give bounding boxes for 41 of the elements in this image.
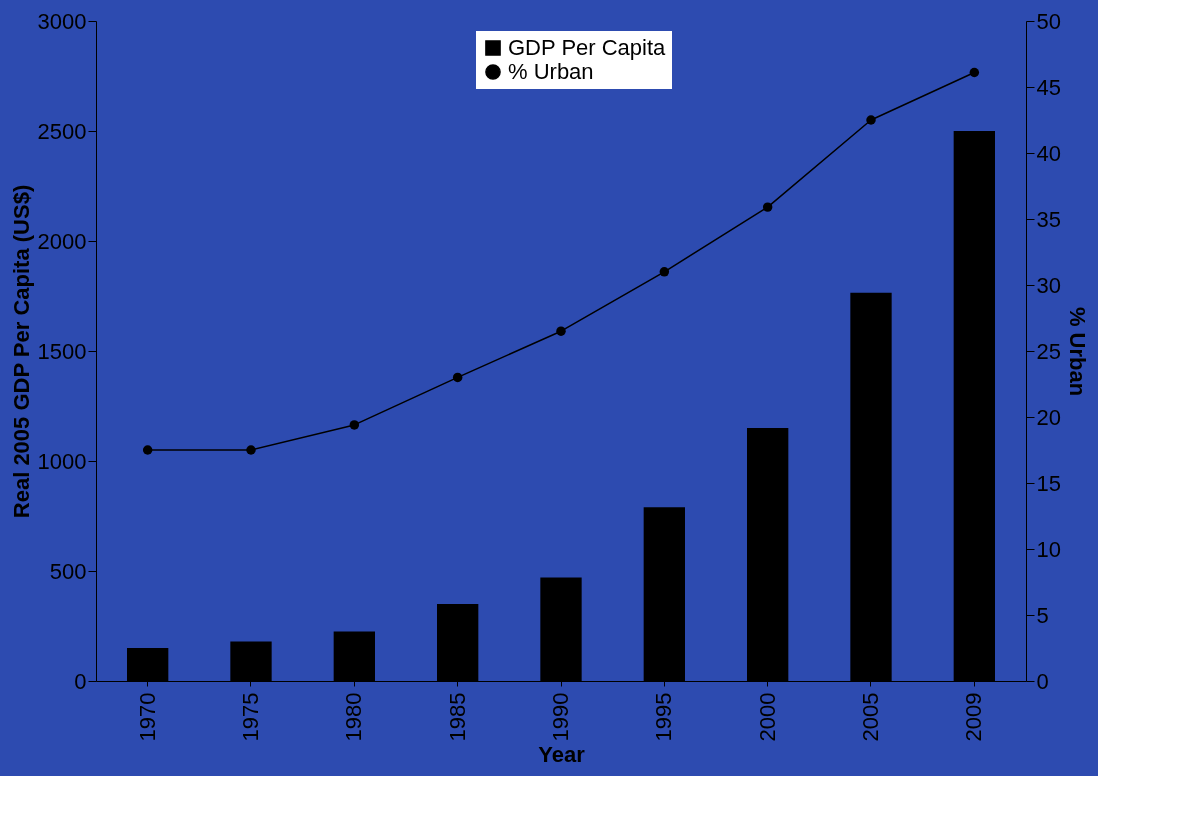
y2-tick-label: 5 (1036, 602, 1049, 628)
y2-tick-label: 45 (1036, 74, 1061, 100)
x-tick-label: 1970 (134, 692, 160, 742)
point (866, 115, 876, 125)
x-tick-label: 1975 (238, 692, 263, 742)
point (969, 67, 980, 78)
y2-tick-label: 20 (1036, 404, 1061, 430)
y2-tick-label: 15 (1036, 470, 1061, 496)
x-tick-label: 2005 (858, 692, 883, 742)
x-tick-label: 1980 (341, 692, 367, 742)
y-tick-label: 1000 (37, 448, 87, 474)
point (142, 445, 153, 455)
legend-label: % Urban (508, 59, 594, 84)
y2-tick-label: 35 (1036, 206, 1061, 232)
point (246, 445, 256, 455)
point (556, 326, 566, 336)
point (659, 267, 670, 277)
y-tick-label: 2500 (37, 118, 87, 144)
legend-label: GDP Per Capita (508, 35, 667, 60)
x-tick-label: 1985 (444, 692, 470, 742)
y-axis-title: Real 2005 GDP Per Capita (US$) (8, 184, 34, 519)
y2-tick-label: 40 (1036, 140, 1061, 166)
y2-tick-label: 50 (1036, 8, 1061, 34)
y2-tick-label: 10 (1036, 536, 1061, 562)
y-tick-label: 3000 (37, 8, 87, 34)
x-tick-label: 2009 (961, 692, 987, 742)
y2-axis-title: % Urban (1064, 306, 1090, 397)
y-tick-label: 1500 (37, 338, 87, 364)
point (452, 372, 463, 383)
y-tick-label: 0 (74, 668, 87, 694)
x-tick-label: 1990 (548, 692, 573, 742)
y2-tick-label: 25 (1036, 338, 1061, 364)
y-tick-label: 2000 (37, 228, 87, 254)
x-axis-title: Year (538, 742, 586, 768)
y2-tick-label: 0 (1036, 668, 1049, 694)
point (762, 202, 773, 212)
x-tick-label: 2000 (754, 692, 780, 742)
point (349, 420, 360, 430)
y-tick-label: 500 (49, 558, 87, 584)
y2-tick-label: 30 (1036, 272, 1061, 298)
x-tick-label: 1995 (651, 692, 677, 742)
